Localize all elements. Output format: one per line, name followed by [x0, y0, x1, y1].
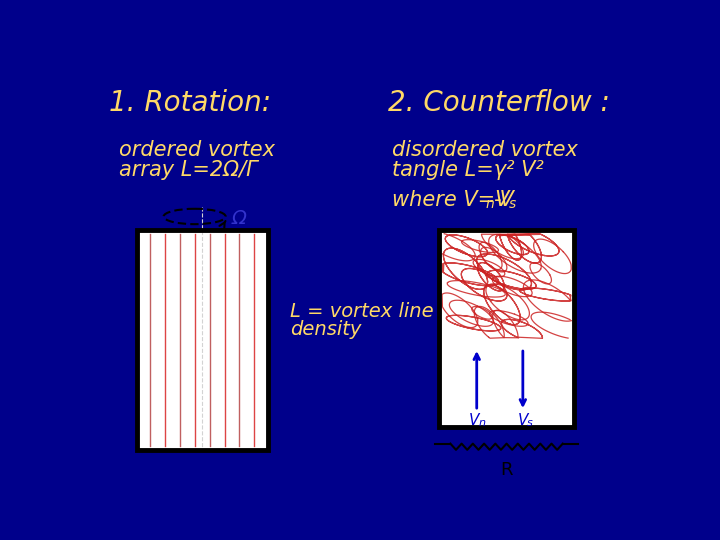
Text: Ω: Ω	[232, 209, 247, 228]
Text: V: V	[469, 413, 480, 428]
Bar	[438, 231, 575, 427]
Text: s: s	[508, 197, 516, 211]
Text: L = vortex line: L = vortex line	[290, 302, 433, 321]
Text: V: V	[518, 413, 528, 428]
Text: where V=V: where V=V	[392, 190, 510, 210]
Text: R: R	[500, 461, 513, 478]
Bar	[137, 231, 269, 450]
Text: array L=2Ω/Γ: array L=2Ω/Γ	[120, 160, 258, 180]
Text: tangle L=γ² V²: tangle L=γ² V²	[392, 160, 544, 180]
Text: -V: -V	[493, 190, 514, 210]
Text: n: n	[478, 418, 485, 428]
Text: n: n	[485, 197, 494, 211]
Text: ordered vortex: ordered vortex	[120, 140, 276, 160]
Text: 1. Rotation:: 1. Rotation:	[109, 90, 271, 117]
Bar	[438, 231, 575, 427]
Text: disordered vortex: disordered vortex	[392, 140, 578, 160]
Text: 2. Counterflow :: 2. Counterflow :	[388, 90, 611, 117]
Text: s: s	[527, 418, 533, 428]
Text: density: density	[290, 320, 361, 340]
Bar	[137, 231, 269, 450]
